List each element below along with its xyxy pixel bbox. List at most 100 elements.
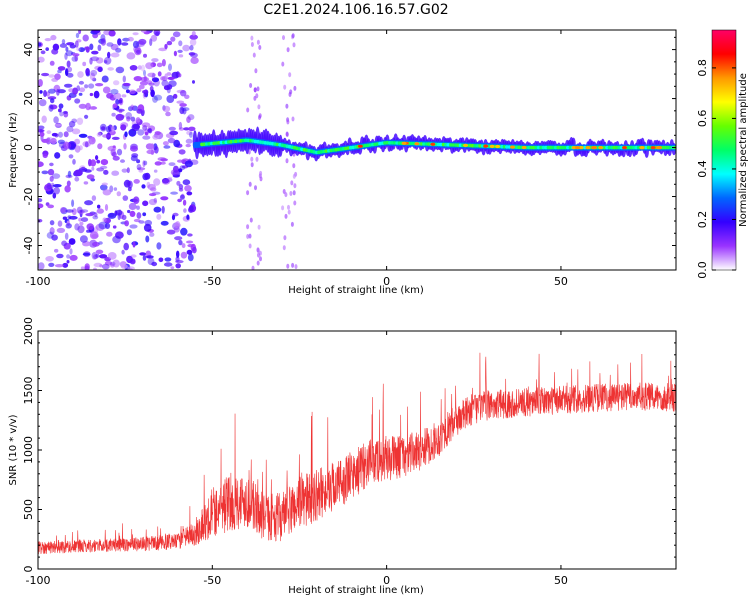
- signal-band-center: [644, 145, 648, 150]
- noise-speckle: [97, 143, 103, 150]
- noise-speckle: [166, 229, 176, 235]
- noise-speckle: [110, 263, 115, 268]
- noise-speckle: [156, 213, 162, 220]
- noise-speckle: [136, 88, 142, 93]
- noise-speckle: [152, 95, 158, 103]
- noise-speckle: [78, 133, 88, 138]
- noise-speckle: [170, 36, 176, 42]
- noise-speckle: [187, 244, 194, 248]
- noise-speckle: [257, 104, 261, 110]
- noise-speckle: [184, 160, 193, 168]
- noise-speckle: [56, 227, 66, 233]
- noise-speckle: [191, 31, 196, 36]
- noise-speckle: [250, 156, 254, 162]
- noise-speckle: [67, 170, 72, 178]
- noise-speckle: [169, 130, 179, 136]
- noise-speckle: [106, 42, 114, 47]
- colorbar-ticks: 0.0 0.2 0.4 0.6 0.8: [696, 59, 736, 279]
- noise-speckle: [74, 145, 81, 153]
- noise-speckle: [82, 61, 87, 67]
- noise-speckle: [97, 44, 102, 51]
- noise-speckle: [62, 262, 69, 268]
- noise-speckle: [41, 170, 49, 175]
- noise-speckle: [250, 42, 254, 47]
- x-tick-label: 0: [383, 574, 390, 587]
- noise-speckle: [121, 168, 128, 173]
- noise-speckle: [189, 38, 197, 46]
- noise-speckle: [149, 38, 153, 46]
- noise-speckle: [53, 187, 60, 195]
- signal-hot-spot: [495, 144, 501, 149]
- signal-band-center: [536, 145, 541, 150]
- noise-speckle: [83, 181, 89, 185]
- noise-speckle: [38, 125, 45, 130]
- noise-speckle: [175, 256, 180, 263]
- signal-band-center: [439, 142, 443, 147]
- noise-speckle: [136, 108, 143, 114]
- noise-speckle: [168, 63, 172, 71]
- y-tick-label: 0: [22, 144, 35, 151]
- signal-hot-spot: [414, 142, 420, 146]
- noise-speckle: [152, 134, 160, 140]
- noise-speckle: [290, 221, 294, 227]
- noise-speckle: [131, 105, 138, 111]
- noise-speckle: [99, 264, 103, 268]
- noise-speckle: [178, 73, 182, 78]
- noise-speckle: [286, 119, 290, 125]
- noise-speckle: [164, 257, 172, 262]
- noise-speckle: [95, 223, 105, 231]
- noise-speckle: [42, 153, 48, 159]
- noise-speckle: [121, 249, 125, 255]
- noise-speckle: [110, 43, 119, 51]
- noise-speckle: [290, 180, 294, 186]
- noise-speckle: [132, 124, 140, 130]
- noise-speckle: [84, 84, 89, 89]
- noise-speckle: [124, 220, 129, 227]
- noise-speckle: [111, 170, 120, 176]
- noise-speckle: [51, 234, 58, 241]
- noise-speckle: [293, 200, 297, 206]
- noise-speckle: [111, 136, 120, 140]
- noise-speckle: [59, 111, 64, 117]
- noise-speckle: [103, 60, 108, 64]
- signal-hot-spot: [489, 144, 495, 148]
- noise-speckle: [88, 136, 96, 145]
- noise-speckle: [163, 262, 173, 267]
- noise-speckle: [124, 131, 128, 138]
- noise-speckle: [161, 205, 165, 214]
- noise-speckle: [185, 143, 191, 148]
- noise-speckle: [151, 77, 160, 83]
- noise-speckle: [113, 80, 120, 86]
- noise-speckle: [150, 89, 155, 98]
- noise-speckle: [69, 44, 77, 49]
- noise-speckle: [174, 221, 180, 229]
- noise-speckle: [255, 93, 259, 99]
- noise-speckle: [98, 241, 103, 245]
- noise-speckle: [146, 255, 154, 259]
- noise-speckle: [281, 61, 285, 67]
- noise-speckle: [138, 169, 144, 173]
- noise-speckle: [128, 106, 133, 112]
- noise-speckle: [66, 125, 74, 133]
- noise-speckle: [192, 80, 195, 84]
- figure-title: C2E1.2024.106.16.57.G02: [263, 2, 448, 18]
- noise-speckle: [44, 38, 52, 42]
- noise-speckle: [287, 204, 290, 210]
- noise-speckle: [39, 131, 45, 137]
- x-tick-label: -50: [203, 574, 221, 587]
- noise-speckle: [118, 99, 123, 104]
- noise-speckle: [121, 214, 127, 221]
- y-tick-label: -20: [22, 188, 35, 206]
- noise-speckle: [256, 86, 260, 92]
- noise-speckle: [97, 204, 101, 209]
- noise-speckle: [154, 146, 159, 154]
- noise-speckle: [249, 217, 253, 223]
- noise-speckle: [178, 121, 183, 130]
- noise-speckle: [259, 170, 263, 176]
- noise-speckle: [139, 252, 147, 256]
- noise-speckle: [46, 184, 54, 190]
- noise-speckle: [106, 126, 111, 133]
- noise-speckle: [289, 191, 293, 196]
- noise-speckle: [186, 214, 190, 220]
- noise-speckle: [133, 218, 141, 223]
